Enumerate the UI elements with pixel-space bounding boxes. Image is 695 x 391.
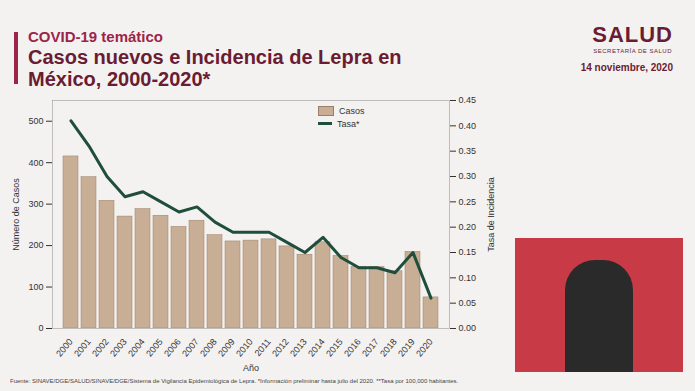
svg-text:2011: 2011 bbox=[253, 337, 273, 358]
svg-text:0.15: 0.15 bbox=[459, 247, 477, 257]
html-text:Casos: Casos bbox=[339, 105, 365, 116]
svg-text:2014: 2014 bbox=[306, 337, 327, 359]
html-text:14 noviembre, 2020: 14 noviembre, 2020 bbox=[580, 62, 673, 73]
svg-text:0.30: 0.30 bbox=[459, 171, 477, 181]
svg-text:2018: 2018 bbox=[378, 337, 399, 359]
svg-text:2001: 2001 bbox=[72, 337, 93, 359]
svg-text:2008: 2008 bbox=[198, 337, 219, 359]
svg-text:2010: 2010 bbox=[234, 337, 255, 359]
svg-text:2009: 2009 bbox=[216, 337, 237, 359]
svg-text:0.25: 0.25 bbox=[459, 197, 477, 207]
svg-text:2016: 2016 bbox=[342, 337, 363, 359]
svg-text:100: 100 bbox=[28, 282, 43, 292]
svg-text:Año: Año bbox=[243, 363, 259, 373]
svg-text:2004: 2004 bbox=[126, 337, 147, 359]
svg-text:0.40: 0.40 bbox=[459, 121, 477, 131]
svg-text:2002: 2002 bbox=[90, 337, 111, 359]
svg-text:0.00: 0.00 bbox=[459, 323, 477, 333]
html-text:Casos nuevos e Incidencia de L: Casos nuevos e Incidencia de Lepra en Mé… bbox=[28, 46, 402, 90]
svg-text:2003: 2003 bbox=[108, 337, 129, 359]
svg-text:500: 500 bbox=[28, 116, 43, 126]
svg-text:Tasa de Incidencia: Tasa de Incidencia bbox=[486, 177, 496, 252]
svg-text:0.05: 0.05 bbox=[459, 298, 477, 308]
html-text:Tasa*: Tasa* bbox=[337, 118, 360, 129]
html-text:SALUD: SALUD bbox=[592, 22, 673, 47]
svg-text:0.45: 0.45 bbox=[459, 95, 477, 105]
html-text:SECRETARÍA DE SALUD: SECRETARÍA DE SALUD bbox=[593, 48, 672, 54]
html-text:Fuente: SINAVE/DGE/SALUD/SINAV: Fuente: SINAVE/DGE/SALUD/SINAVE/DGE/Sist… bbox=[10, 378, 459, 384]
svg-text:2012: 2012 bbox=[270, 337, 291, 359]
svg-text:0: 0 bbox=[38, 323, 43, 333]
svg-text:Número de Casos: Número de Casos bbox=[11, 178, 21, 251]
svg-text:2017: 2017 bbox=[360, 337, 381, 359]
svg-text:2020: 2020 bbox=[414, 337, 435, 359]
svg-text:0.35: 0.35 bbox=[459, 146, 477, 156]
svg-text:2000: 2000 bbox=[54, 337, 75, 359]
svg-text:0.10: 0.10 bbox=[459, 273, 477, 283]
svg-text:400: 400 bbox=[28, 158, 43, 168]
svg-text:200: 200 bbox=[28, 240, 43, 250]
svg-text:2013: 2013 bbox=[288, 337, 309, 359]
svg-text:0.20: 0.20 bbox=[459, 222, 477, 232]
svg-text:2007: 2007 bbox=[180, 337, 201, 359]
svg-text:2005: 2005 bbox=[144, 337, 165, 359]
svg-text:2015: 2015 bbox=[324, 337, 345, 359]
html-text:COVID-19 temático: COVID-19 temático bbox=[28, 28, 163, 45]
svg-text:2006: 2006 bbox=[162, 337, 183, 359]
svg-text:300: 300 bbox=[28, 199, 43, 209]
svg-text:2019: 2019 bbox=[396, 337, 417, 359]
